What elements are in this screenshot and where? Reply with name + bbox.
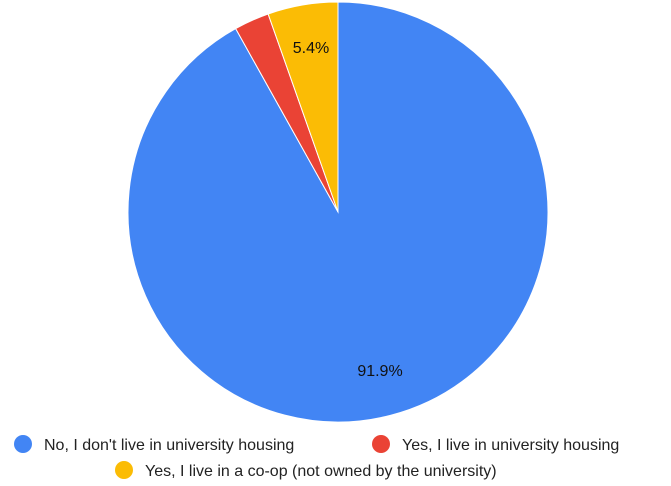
pie-slice-co-op	[267, 1, 339, 213]
legend-swatch-no-university-housing	[14, 435, 32, 453]
slice-label-no-university-housing: 91.9%	[357, 363, 402, 380]
legend: No, I don't live in university housing Y…	[14, 435, 619, 480]
legend-swatch-university-housing	[372, 435, 390, 453]
legend-label-university-housing: Yes, I live in university housing	[402, 437, 619, 454]
legend-label-co-op: Yes, I live in a co-op (not owned by the…	[145, 463, 497, 480]
legend-label-no-university-housing: No, I don't live in university housing	[44, 437, 294, 454]
legend-swatch-co-op	[115, 461, 133, 479]
pie-slices	[127, 1, 549, 423]
pie-slice-labels: 91.9% 5.4%	[293, 40, 403, 380]
slice-label-co-op: 5.4%	[293, 40, 329, 57]
